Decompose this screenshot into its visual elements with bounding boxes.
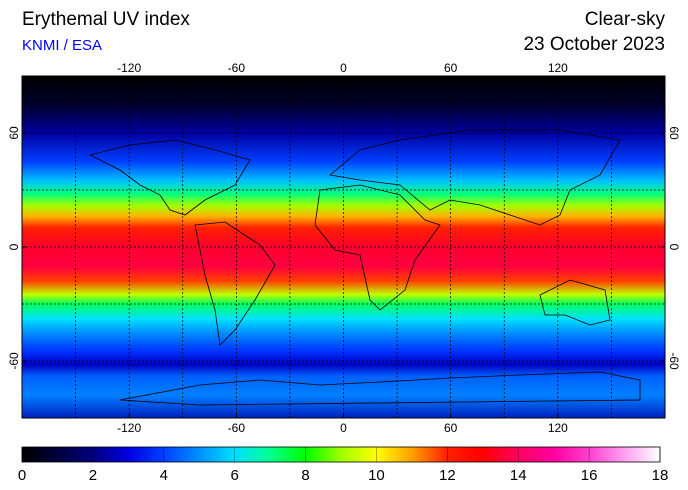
source: KNMI / ESA (22, 37, 102, 54)
lat-tick-label: -60 (7, 352, 21, 370)
lon-tick-label: -120 (117, 61, 141, 75)
colorbar-tick-label: 2 (89, 467, 97, 484)
north-america (88, 139, 251, 216)
lon-tick-label: -120 (117, 421, 141, 435)
lat-tick-label: -60 (667, 352, 681, 370)
lon-tick-label: 0 (340, 61, 347, 75)
condition: Clear-sky (585, 9, 666, 30)
africa (314, 184, 441, 311)
map (22, 76, 665, 418)
lon-tick-label: 60 (444, 61, 458, 75)
lon-tick-label: 0 (340, 421, 347, 435)
antarctica (119, 371, 641, 406)
colorbar-tick-label: 14 (510, 467, 527, 484)
colorbar-tick-label: 0 (18, 467, 26, 484)
date: 23 October 2023 (523, 34, 665, 55)
colorbar-tick-label: 18 (652, 467, 669, 484)
lon-tick-label: 120 (548, 421, 568, 435)
lon-tick-label: 120 (548, 61, 568, 75)
lon-tick-label: -60 (228, 61, 246, 75)
lon-tick-label: 60 (444, 421, 458, 435)
colorbar-tick-label: 12 (439, 467, 456, 484)
lon-tick-label: -60 (228, 421, 246, 435)
colorbar-tick-label: 6 (230, 467, 238, 484)
colorbar (21, 446, 661, 463)
colorbar-tick-label: 8 (301, 467, 309, 484)
south-america (194, 221, 276, 346)
lat-tick-label: 0 (667, 244, 681, 251)
colorbar-tick-label: 4 (160, 467, 168, 484)
lat-tick-label: 60 (667, 126, 681, 140)
lat-tick-label: 60 (7, 126, 21, 140)
colorbar-tick-label: 10 (368, 467, 385, 484)
title: Erythemal UV index (22, 9, 190, 30)
lat-tick-label: 0 (7, 243, 21, 250)
colorbar-tick-label: 16 (581, 467, 598, 484)
australia (539, 279, 611, 326)
